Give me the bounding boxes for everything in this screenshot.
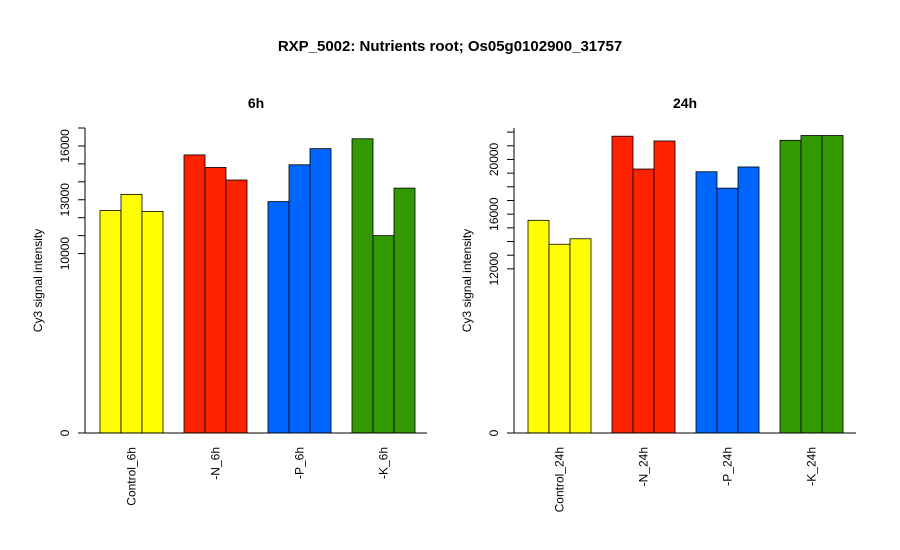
bar <box>351 138 374 434</box>
bar <box>120 193 143 434</box>
y-axis-label: Cy3 signal intensity <box>460 229 474 332</box>
y-tick-label: 20000 <box>487 142 501 176</box>
y-tick-label: 16000 <box>487 197 501 231</box>
bar <box>548 243 571 434</box>
bar <box>309 148 332 434</box>
category-label: Control_24h <box>553 447 567 512</box>
category-label: -K_6h <box>377 447 391 479</box>
bar <box>632 168 655 434</box>
bar <box>800 135 823 434</box>
category-label: Control_6h <box>125 447 139 506</box>
y-tick-label: 12000 <box>487 252 501 286</box>
panel-title: 24h <box>673 95 697 111</box>
bar <box>821 135 844 434</box>
bar <box>611 135 634 434</box>
bar <box>288 164 311 434</box>
bar <box>779 139 802 434</box>
bar <box>393 187 416 434</box>
bar <box>267 201 290 434</box>
y-tick-label: 0 <box>487 429 501 436</box>
bar <box>372 235 395 434</box>
bar <box>737 166 760 434</box>
page-title: RXP_5002: Nutrients root; Os05g0102900_3… <box>277 38 623 55</box>
panel-6h: 6h Cy3 signal intensity Control_6h -N_6h -P_… <box>31 95 427 506</box>
category-label: -N_24h <box>637 447 651 486</box>
y-axis-label: Cy3 signal intensity <box>31 229 45 332</box>
bar <box>225 179 248 434</box>
y-tick-label: 10000 <box>58 237 72 271</box>
category-label: -N_6h <box>209 447 223 480</box>
bar <box>141 211 164 434</box>
bar <box>569 238 592 434</box>
bar <box>527 219 550 434</box>
bar <box>99 210 122 434</box>
bar <box>204 167 227 434</box>
bar <box>695 171 718 434</box>
bar <box>716 187 739 434</box>
y-tick-label: 16000 <box>58 129 72 163</box>
category-label: -K_24h <box>805 447 819 486</box>
bar <box>183 154 206 434</box>
bar <box>653 140 676 434</box>
panel-title: 6h <box>248 95 264 111</box>
category-label: -P_6h <box>293 447 307 479</box>
y-tick-label: 13000 <box>58 183 72 217</box>
category-label: -P_24h <box>721 447 735 486</box>
panel-24h: 24h Cy3 signal intensity Control_24h -N_24h… <box>460 95 856 512</box>
y-tick-label: 0 <box>58 429 72 436</box>
